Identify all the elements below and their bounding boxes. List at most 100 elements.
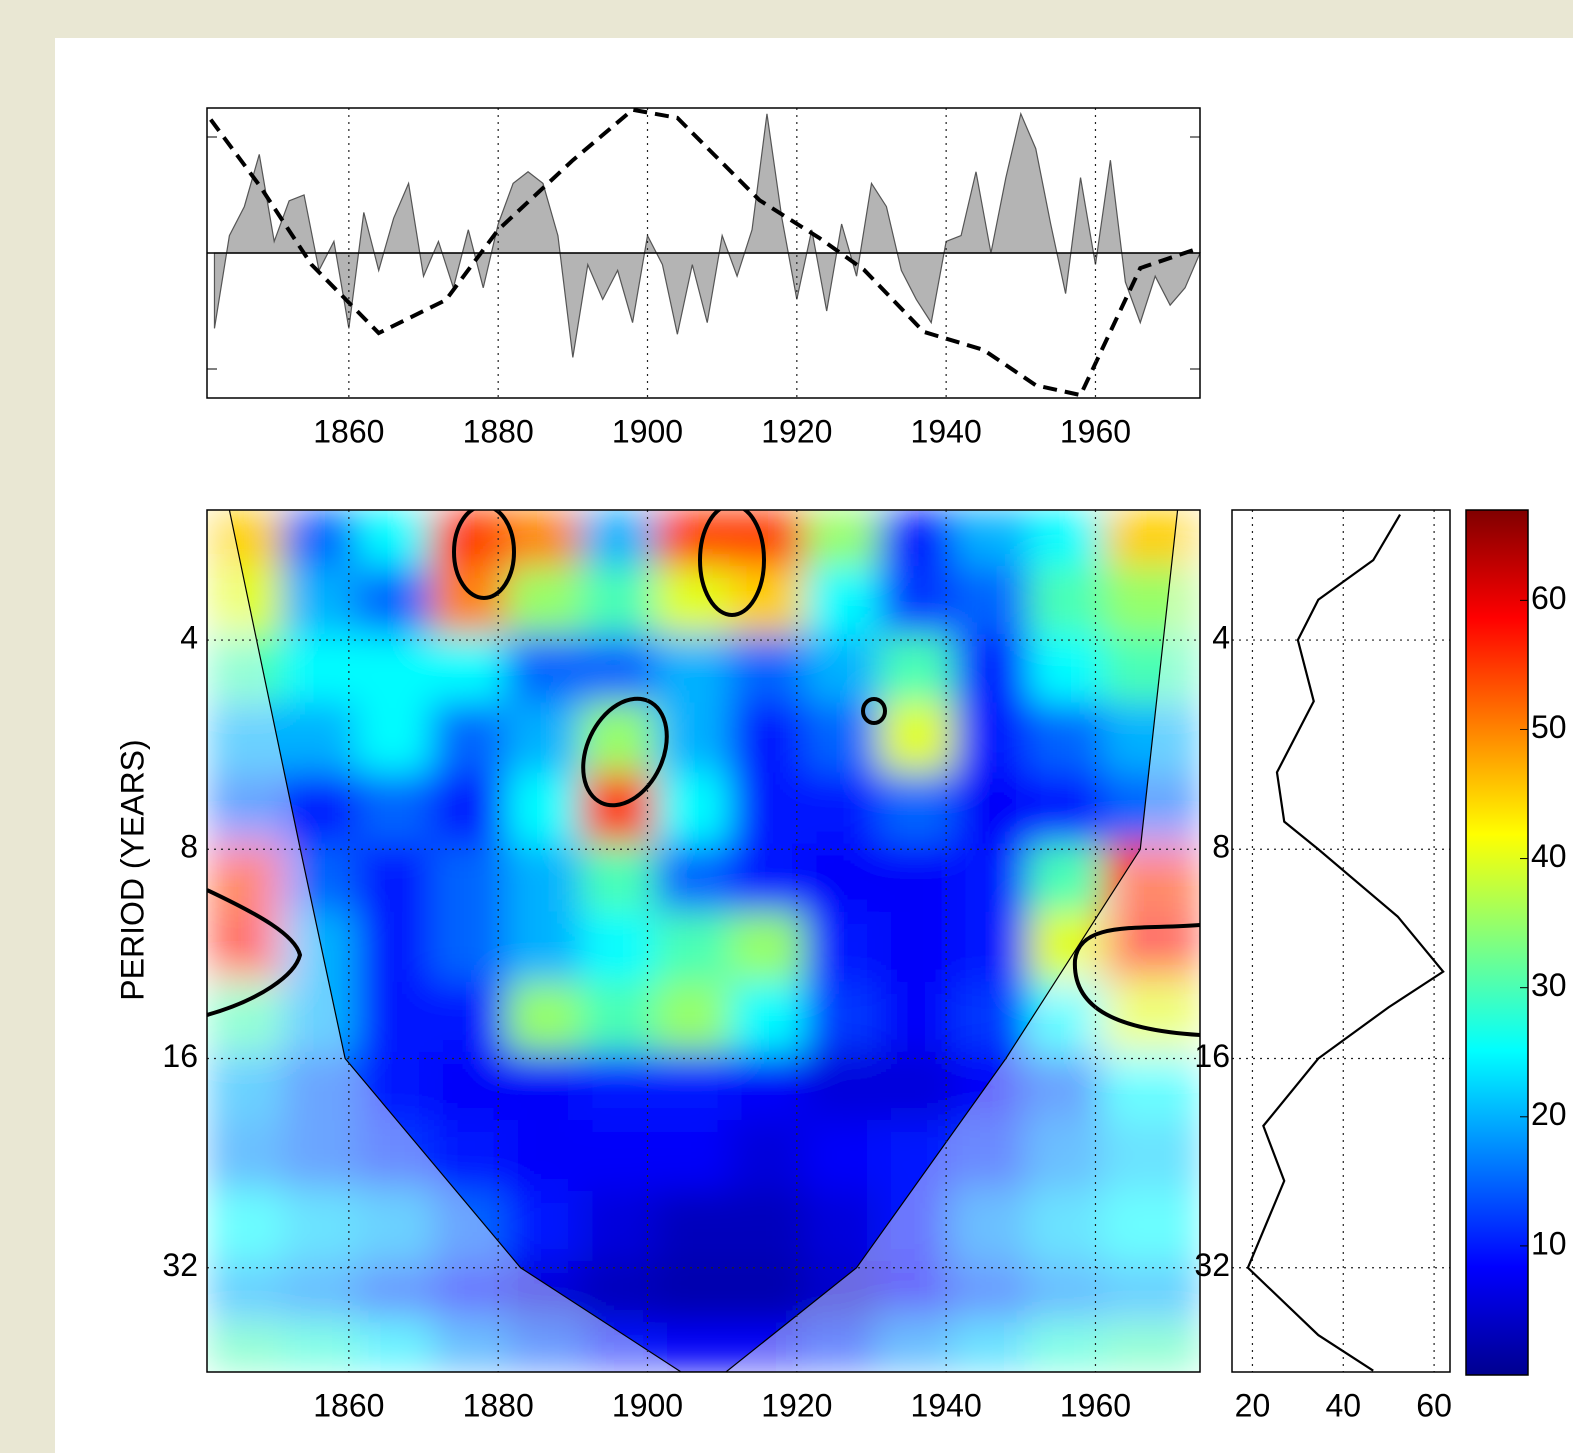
heat-cell <box>580 772 656 845</box>
colorbar-tick-label: 50 <box>1531 709 1567 745</box>
heat-cell <box>505 1051 581 1121</box>
heat-cell <box>1028 1120 1104 1192</box>
heat-cell <box>654 634 731 703</box>
x-tick-label: 1880 <box>463 413 534 449</box>
significance-contour <box>1072 923 1200 1037</box>
heat-cell <box>878 1191 955 1262</box>
heat-cell <box>207 634 283 703</box>
heat-cell <box>654 1120 731 1192</box>
heat-cell <box>953 772 1029 845</box>
heat-cell <box>953 1261 1029 1323</box>
x-tick-label: 1880 <box>463 1387 534 1423</box>
heat-cell <box>207 1261 283 1323</box>
heat-cell <box>953 1120 1029 1192</box>
heat-cell <box>356 843 432 913</box>
heat-cell <box>953 1191 1029 1262</box>
heat-cell <box>1102 1191 1200 1262</box>
heat-cell <box>207 772 283 845</box>
heat-cell <box>505 772 581 845</box>
heat-cell <box>729 911 805 983</box>
heat-cell <box>281 981 357 1053</box>
plot-frame <box>206 509 1201 1373</box>
heat-cell <box>878 1322 955 1372</box>
heat-cell <box>1028 702 1104 774</box>
heat-cell <box>430 1261 507 1323</box>
heat-cell <box>1028 634 1104 703</box>
heat-cell <box>281 1120 357 1192</box>
y-tick-label: 8 <box>1212 829 1230 865</box>
heat-cell <box>281 566 357 635</box>
coi-line <box>228 510 1179 1372</box>
heat-cell <box>356 1322 432 1372</box>
heat-cell <box>207 1120 283 1192</box>
heat-cell <box>878 1261 955 1323</box>
heat-cell <box>580 634 656 703</box>
y-axis-label: PERIOD (YEARS) <box>114 739 150 1000</box>
heat-cell <box>804 911 880 983</box>
heat-cell <box>580 1191 656 1262</box>
heat-cell <box>1102 1261 1200 1323</box>
heat-cell <box>430 772 507 845</box>
x-tick-label: 1920 <box>761 1387 832 1423</box>
heat-cell <box>430 911 507 983</box>
heat-cell <box>953 911 1029 983</box>
heat-cell <box>430 702 507 774</box>
colorbar-tick-label: 60 <box>1531 580 1567 616</box>
heat-cell <box>281 702 357 774</box>
y-tick-label: 8 <box>180 829 198 865</box>
heat-cell <box>580 911 656 983</box>
heat-cell <box>729 1051 805 1121</box>
heat-cell <box>1028 843 1104 913</box>
heat-cell <box>729 1261 805 1323</box>
heat-cell <box>1102 1120 1200 1192</box>
heat-cell <box>207 1322 283 1372</box>
x-tick-label: 1940 <box>911 1387 982 1423</box>
heat-cell <box>878 843 955 913</box>
heat-cell <box>430 1191 507 1262</box>
heat-cell <box>281 1191 357 1262</box>
heat-cell <box>207 1051 283 1121</box>
heat-cell <box>281 1322 357 1372</box>
colorbar-tick-label: 30 <box>1531 967 1567 1003</box>
y-tick-label: 32 <box>162 1247 198 1283</box>
heat-cell <box>281 634 357 703</box>
heat-cell <box>1028 510 1104 567</box>
heat-cell <box>729 634 805 703</box>
plot-frame <box>206 107 1201 399</box>
heat-cell <box>654 843 731 913</box>
heat-cell <box>729 566 805 635</box>
heat-cell <box>804 843 880 913</box>
heat-cell <box>356 510 432 567</box>
heat-cell <box>580 566 656 635</box>
heat-cell <box>356 1120 432 1192</box>
heat-cell <box>1102 1051 1200 1121</box>
heat-cell <box>281 843 357 913</box>
y-tick-label: 4 <box>1212 619 1230 655</box>
x-tick-label: 1920 <box>761 413 832 449</box>
heat-cell <box>430 510 507 567</box>
x-tick-label: 1900 <box>612 413 683 449</box>
heat-cell <box>505 911 581 983</box>
heat-cell <box>430 566 507 635</box>
heat-cell <box>505 510 581 567</box>
heat-cell <box>207 843 283 913</box>
area <box>213 111 1201 358</box>
y-tick-label: 32 <box>1194 1247 1230 1283</box>
heat-cell <box>430 634 507 703</box>
heat-cell <box>1102 566 1200 635</box>
heat-cell <box>729 843 805 913</box>
heat-cell <box>281 510 357 567</box>
heat-cell <box>804 1261 880 1323</box>
heat-cell <box>1102 702 1200 774</box>
heat-cell <box>580 1120 656 1192</box>
heat-cell <box>1028 772 1104 845</box>
heat-cell <box>804 1322 880 1372</box>
heatmap-cells <box>207 510 1200 1372</box>
heat-cell <box>654 1261 731 1323</box>
heat-cell <box>953 510 1029 567</box>
heat-cell <box>729 1120 805 1192</box>
x-tick-label: 40 <box>1325 1387 1361 1423</box>
significance-contour <box>581 696 669 808</box>
heat-cell <box>580 702 656 774</box>
